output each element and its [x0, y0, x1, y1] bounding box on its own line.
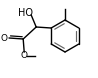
Text: O: O [1, 33, 8, 43]
Text: HO: HO [18, 8, 33, 18]
Text: O: O [21, 51, 28, 60]
